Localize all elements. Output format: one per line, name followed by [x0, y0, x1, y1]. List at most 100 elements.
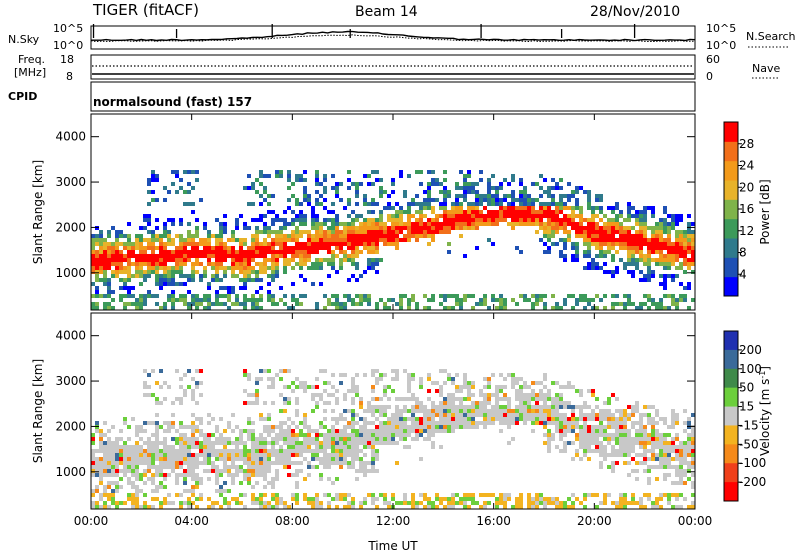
heatmap-cell [327, 230, 331, 234]
heatmap-cell [187, 457, 191, 461]
heatmap-cell [595, 242, 599, 246]
heatmap-cell [119, 230, 123, 234]
heatmap-cell [183, 461, 187, 465]
heatmap-cell [383, 441, 387, 445]
heatmap-cell [659, 453, 663, 457]
heatmap-cell [455, 405, 459, 409]
heatmap-cell [611, 461, 615, 465]
heatmap-cell [599, 250, 603, 254]
heatmap-cell [323, 437, 327, 441]
heatmap-cell [587, 429, 591, 433]
heatmap-cell [651, 437, 655, 441]
heatmap-cell [635, 437, 639, 441]
heatmap-cell [375, 258, 379, 262]
heatmap-cell [643, 445, 647, 449]
heatmap-cell [231, 477, 235, 481]
heatmap-cell [247, 266, 251, 270]
heatmap-cell [195, 457, 199, 461]
heatmap-cell [107, 473, 111, 477]
heatmap-cell [203, 457, 207, 461]
heatmap-cell [315, 250, 319, 254]
heatmap-cell [515, 413, 519, 417]
heatmap-cell [91, 234, 95, 238]
heatmap-cell [611, 421, 615, 425]
heatmap-cell [607, 493, 611, 497]
heatmap-cell [407, 238, 411, 242]
heatmap-cell [667, 230, 671, 234]
heatmap-cell [675, 250, 679, 254]
heatmap-cell [303, 230, 307, 234]
heatmap-cell [443, 190, 447, 194]
heatmap-cell [191, 186, 195, 190]
heatmap-cell [539, 206, 543, 210]
heatmap-cell [171, 182, 175, 186]
heatmap-cell [547, 389, 551, 393]
heatmap-cell [583, 294, 587, 298]
heatmap-cell [411, 226, 415, 230]
heatmap-cell [471, 306, 475, 310]
heatmap-cell [299, 218, 303, 222]
heatmap-cell [115, 461, 119, 465]
heatmap-cell [91, 258, 95, 262]
heatmap-cell [191, 477, 195, 481]
heatmap-cell [255, 290, 259, 294]
heatmap-cell [323, 230, 327, 234]
heatmap-cell [539, 389, 543, 393]
heatmap-cell [179, 493, 183, 497]
heatmap-cell [203, 433, 207, 437]
colorbar-segment [724, 238, 738, 258]
heatmap-cell [487, 182, 491, 186]
heatmap-cell [551, 409, 555, 413]
heatmap-cell [603, 294, 607, 298]
heatmap-cell [687, 417, 691, 421]
heatmap-cell [591, 389, 595, 393]
heatmap-cell [583, 437, 587, 441]
heatmap-cell [355, 262, 359, 266]
heatmap-cell [419, 222, 423, 226]
heatmap-cell [255, 453, 259, 457]
heatmap-cell [319, 433, 323, 437]
heatmap-cell [623, 218, 627, 222]
heatmap-cell [107, 258, 111, 262]
heatmap-cell [587, 190, 591, 194]
heatmap-cell [579, 210, 583, 214]
heatmap-cell [175, 262, 179, 266]
heatmap-cell [455, 194, 459, 198]
heatmap-cell [159, 250, 163, 254]
heatmap-cell [391, 425, 395, 429]
heatmap-cell [615, 222, 619, 226]
heatmap-cell [175, 250, 179, 254]
heatmap-cell [263, 226, 267, 230]
heatmap-cell [123, 457, 127, 461]
heatmap-cell [635, 453, 639, 457]
heatmap-cell [687, 461, 691, 465]
heatmap-cell [191, 453, 195, 457]
heatmap-cell [299, 242, 303, 246]
heatmap-cell [455, 206, 459, 210]
heatmap-cell [595, 405, 599, 409]
heatmap-cell [291, 258, 295, 262]
heatmap-cell [599, 234, 603, 238]
heatmap-cell [599, 206, 603, 210]
heatmap-cell [235, 226, 239, 230]
heatmap-cell [647, 238, 651, 242]
heatmap-cell [663, 477, 667, 481]
heatmap-cell [215, 234, 219, 238]
heatmap-cell [527, 214, 531, 218]
heatmap-cell [407, 389, 411, 393]
heatmap-cell [255, 190, 259, 194]
heatmap-cell [131, 497, 135, 501]
heatmap-cell [583, 405, 587, 409]
heatmap-cell [283, 421, 287, 425]
heatmap-cell [331, 409, 335, 413]
heatmap-cell [575, 254, 579, 258]
heatmap-cell [599, 226, 603, 230]
heatmap-cell [467, 389, 471, 393]
heatmap-cell [159, 457, 163, 461]
heatmap-cell [167, 190, 171, 194]
heatmap-cell [295, 473, 299, 477]
heatmap-cell [623, 453, 627, 457]
heatmap-cell [131, 250, 135, 254]
heatmap-cell [179, 453, 183, 457]
